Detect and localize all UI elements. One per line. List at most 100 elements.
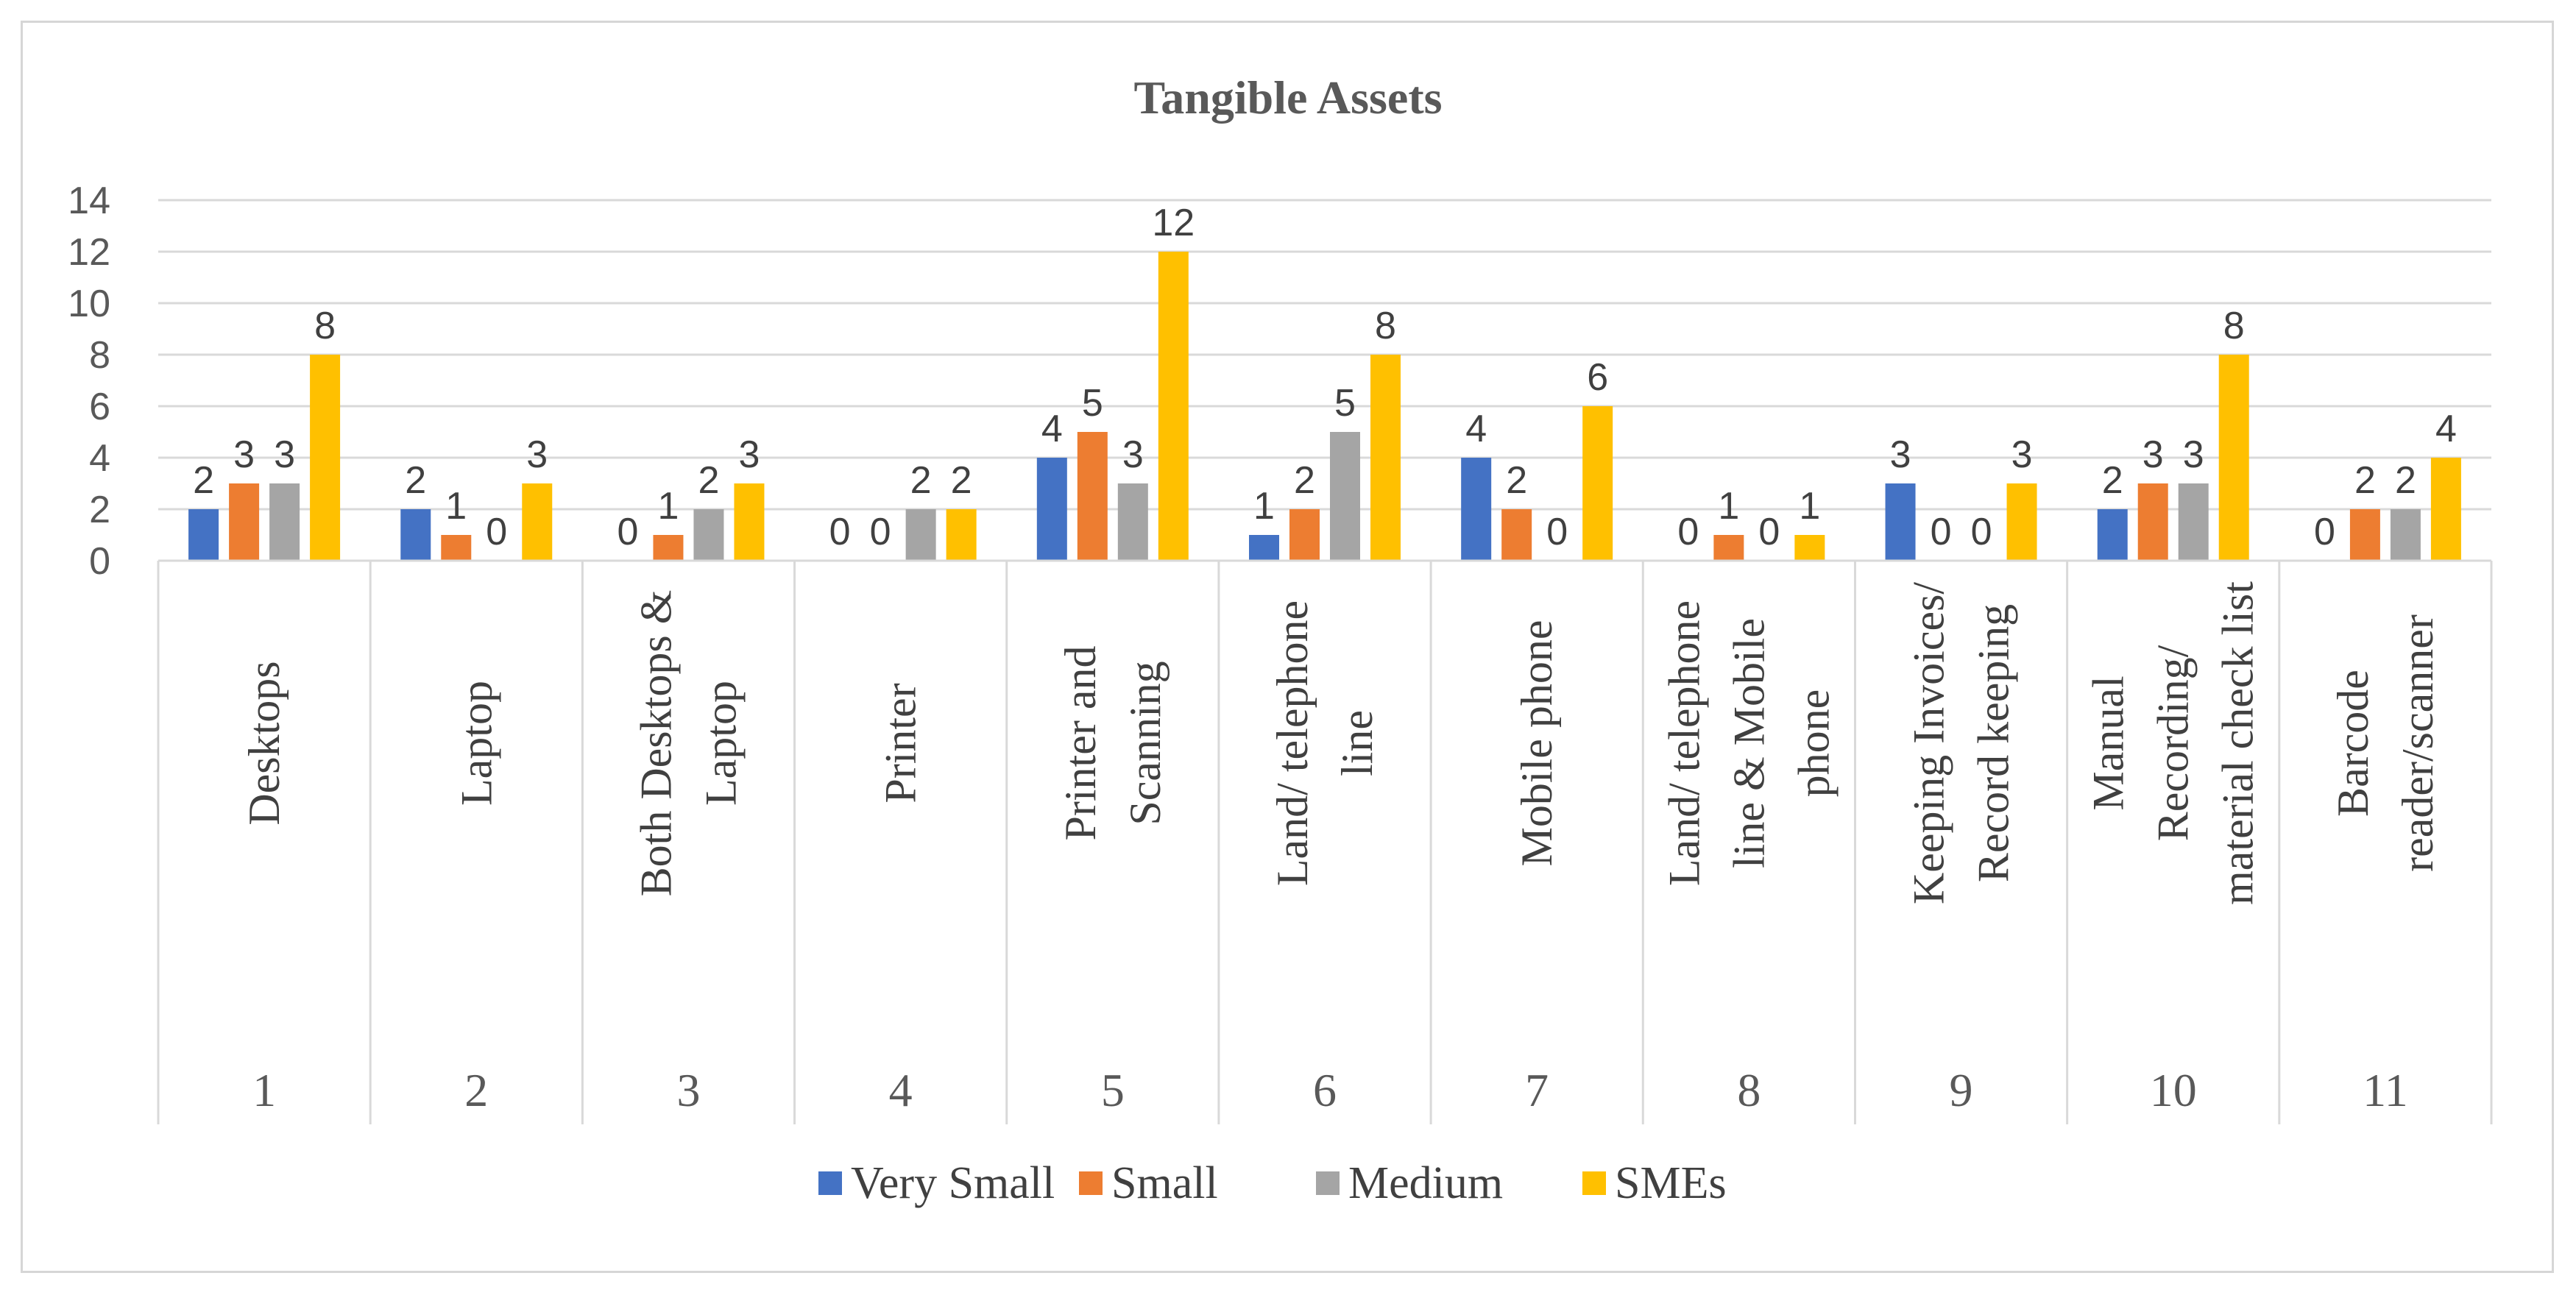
y-tick-label: 6 (89, 386, 110, 428)
bar-small (653, 535, 684, 561)
category-label-line: line (1333, 710, 1381, 776)
bar-small (1289, 509, 1320, 561)
bar-smes (2430, 458, 2461, 561)
category-label-line: Manual (2084, 675, 2133, 810)
y-tick-label: 0 (89, 540, 110, 583)
category-label-line: material check list (2214, 581, 2262, 905)
category-label-line: phone (1789, 689, 1838, 798)
bar-smes (946, 509, 977, 561)
bar-smes (734, 483, 765, 561)
bar-smes (2006, 483, 2037, 561)
bar-smes (1582, 406, 1613, 561)
category-label-line: Both Desktops & (631, 590, 680, 897)
data-label: 0 (829, 511, 851, 553)
category-label: Both Desktops & Laptop (631, 590, 745, 897)
bar-very-small (1885, 483, 1916, 561)
data-label: 2 (405, 459, 426, 502)
legend-swatch (1582, 1171, 1606, 1195)
bar-small (1713, 535, 1744, 561)
bar-smes (310, 355, 341, 561)
y-tick-label: 14 (68, 180, 110, 222)
category-label: Laptop (452, 681, 500, 806)
bar-small (229, 483, 260, 561)
category-label: Land/ telephone line (1268, 600, 1381, 886)
bar-very-small (2097, 509, 2128, 561)
data-label: 0 (1971, 511, 1992, 553)
data-label: 0 (1758, 511, 1780, 553)
data-label: 2 (951, 459, 972, 502)
data-label: 2 (1294, 459, 1315, 502)
data-label: 4 (1041, 408, 1063, 450)
category-label-line: Laptop (452, 681, 500, 806)
legend-swatch (1316, 1171, 1340, 1195)
data-label: 3 (274, 433, 295, 476)
category-number: 11 (2363, 1064, 2408, 1116)
data-label: 8 (1375, 305, 1396, 347)
bar-smes (522, 483, 553, 561)
category-number: 10 (2150, 1064, 2197, 1116)
category-label: Land/ telephone line & Mobile phone (1660, 600, 1838, 886)
legend-label: Small (1111, 1158, 1218, 1208)
data-label: 2 (910, 459, 932, 502)
bar-medium (905, 509, 936, 561)
data-label: 3 (233, 433, 255, 476)
data-label: 5 (1082, 382, 1103, 425)
bar-medium (693, 509, 724, 561)
category-label: Barcode reader/scanner (2329, 614, 2442, 872)
data-label: 2 (193, 459, 214, 502)
data-label: 12 (1152, 202, 1195, 244)
data-label: 1 (1253, 485, 1275, 528)
data-label: 0 (1546, 511, 1568, 553)
category-number: 3 (676, 1064, 700, 1116)
category-label-line: Printer and (1056, 646, 1105, 841)
data-label: 3 (2183, 433, 2204, 476)
data-label: 2 (2102, 459, 2123, 502)
category-number: 7 (1525, 1064, 1549, 1116)
bar-medium (1117, 483, 1148, 561)
data-label: 0 (1677, 511, 1699, 553)
category-label: Manual Recording/material check list (2084, 581, 2262, 905)
data-label: 0 (2314, 511, 2335, 553)
legend-label: Very Small (851, 1158, 1055, 1208)
bar-small (1501, 509, 1532, 561)
legend-label: SMEs (1615, 1158, 1727, 1208)
category-number: 4 (889, 1064, 913, 1116)
data-label: 3 (2011, 433, 2033, 476)
bar-very-small (1249, 535, 1279, 561)
data-label: 1 (1799, 485, 1820, 528)
category-number: 1 (252, 1064, 276, 1116)
data-label: 2 (1506, 459, 1527, 502)
data-label: 4 (1465, 408, 1487, 450)
data-label: 2 (698, 459, 719, 502)
y-tick-label: 2 (89, 489, 110, 531)
category-label-line: Land/ telephone (1660, 600, 1708, 886)
category-number: 8 (1737, 1064, 1761, 1116)
category-label-line: Land/ telephone (1268, 600, 1317, 886)
category-label-line: Keeping Invoices/ (1905, 582, 1953, 905)
y-tick-label: 12 (68, 231, 110, 274)
y-tick-label: 8 (89, 334, 110, 377)
category-label: Printer and Scanning (1056, 646, 1170, 841)
legend-swatch (818, 1171, 842, 1195)
chart-frame (21, 21, 2554, 1273)
category-label: Keeping Invoices/Record keeping (1905, 582, 2018, 905)
bar-very-small (188, 509, 219, 561)
bar-medium (2390, 509, 2421, 561)
category-label-line: Printer (877, 683, 925, 803)
bar-very-small (1036, 458, 1067, 561)
category-label-line: Laptop (696, 681, 745, 806)
bar-small (1077, 432, 1108, 561)
data-label: 0 (1931, 511, 1952, 553)
bar-small (2349, 509, 2380, 561)
category-label-line: Desktops (240, 661, 289, 825)
bar-small (2137, 483, 2168, 561)
data-label: 1 (657, 485, 679, 528)
data-label: 3 (1122, 433, 1144, 476)
x-axis: Desktops 1 Laptop 2 Both Desktops & Laptop 3 Pr… (157, 559, 2493, 1124)
bar-very-small (1461, 458, 1492, 561)
category-label-line: Mobile phone (1512, 620, 1561, 867)
data-label: 3 (738, 433, 760, 476)
category-label-line: Record keeping (1970, 604, 2018, 882)
